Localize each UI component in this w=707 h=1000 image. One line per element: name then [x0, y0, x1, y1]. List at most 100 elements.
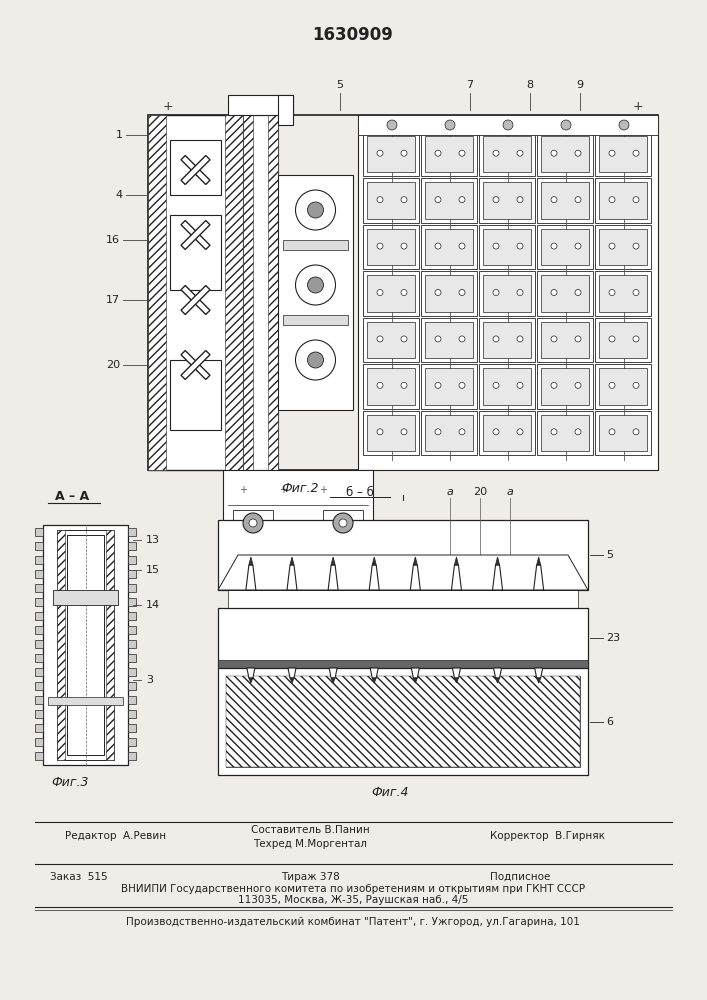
Circle shape — [401, 290, 407, 296]
Bar — [425, 322, 473, 358]
Circle shape — [401, 150, 407, 156]
Circle shape — [459, 429, 465, 435]
Text: Корректор  В.Гирняк: Корректор В.Гирняк — [490, 831, 605, 841]
Circle shape — [493, 336, 499, 342]
Circle shape — [633, 382, 639, 388]
Circle shape — [551, 290, 557, 296]
Polygon shape — [411, 668, 419, 678]
Bar — [243, 115, 278, 470]
Circle shape — [609, 336, 615, 342]
Bar — [243, 115, 253, 470]
Bar — [35, 570, 43, 578]
Bar — [170, 360, 221, 430]
Bar — [425, 275, 473, 312]
Bar — [148, 115, 658, 470]
Polygon shape — [181, 221, 210, 249]
Polygon shape — [534, 668, 543, 678]
Text: 7: 7 — [467, 80, 474, 90]
Text: Редактор  А.Ревин: Редактор А.Ревин — [65, 831, 166, 841]
Circle shape — [296, 265, 336, 305]
Bar — [363, 225, 419, 269]
Polygon shape — [370, 668, 378, 678]
Text: 16: 16 — [106, 235, 120, 245]
Bar — [128, 752, 136, 760]
Bar — [35, 612, 43, 620]
Bar — [483, 368, 531, 405]
Polygon shape — [372, 557, 376, 565]
Bar — [57, 530, 114, 760]
Bar — [367, 368, 415, 405]
Bar — [128, 696, 136, 704]
Bar — [421, 364, 477, 409]
Text: Фиг.2: Фиг.2 — [281, 482, 319, 494]
Circle shape — [459, 290, 465, 296]
Text: 20: 20 — [473, 487, 487, 497]
Circle shape — [493, 290, 499, 296]
Circle shape — [575, 336, 581, 342]
Circle shape — [296, 190, 336, 230]
Polygon shape — [369, 565, 379, 590]
Bar — [595, 364, 651, 409]
Bar — [367, 322, 415, 358]
Bar — [223, 470, 373, 540]
Bar — [421, 271, 477, 316]
Bar — [599, 182, 647, 219]
Circle shape — [551, 336, 557, 342]
Circle shape — [493, 197, 499, 203]
Bar — [226, 676, 580, 767]
Text: 1630909: 1630909 — [312, 26, 393, 44]
Circle shape — [435, 336, 441, 342]
Circle shape — [551, 197, 557, 203]
Circle shape — [435, 197, 441, 203]
Bar — [128, 598, 136, 606]
Circle shape — [517, 336, 523, 342]
Bar — [35, 752, 43, 760]
Polygon shape — [455, 678, 458, 683]
Bar — [595, 318, 651, 362]
Circle shape — [609, 243, 615, 249]
Bar — [537, 271, 593, 316]
Bar — [599, 415, 647, 451]
Bar — [35, 696, 43, 704]
Bar — [541, 415, 589, 451]
Bar — [541, 182, 589, 219]
Bar — [479, 318, 535, 362]
Polygon shape — [534, 565, 544, 590]
Text: a: a — [447, 487, 453, 497]
Bar — [170, 215, 221, 290]
Polygon shape — [410, 565, 421, 590]
Bar — [228, 590, 578, 608]
Bar — [148, 115, 243, 470]
Bar — [278, 95, 293, 125]
Bar — [57, 530, 65, 760]
Circle shape — [445, 120, 455, 130]
Polygon shape — [372, 678, 376, 683]
Bar — [425, 229, 473, 265]
Text: Техред М.Моргентал: Техред М.Моргентал — [253, 839, 367, 849]
Bar — [35, 598, 43, 606]
Text: 5: 5 — [606, 550, 613, 560]
Polygon shape — [331, 678, 335, 683]
Circle shape — [339, 519, 347, 527]
Text: 6: 6 — [606, 717, 613, 727]
Bar — [128, 654, 136, 662]
Bar — [425, 415, 473, 451]
Circle shape — [633, 429, 639, 435]
Bar — [367, 275, 415, 312]
Circle shape — [459, 336, 465, 342]
Bar — [421, 178, 477, 223]
Text: 17: 17 — [106, 295, 120, 305]
Polygon shape — [249, 557, 253, 565]
Text: +: + — [319, 485, 327, 495]
Bar — [35, 682, 43, 690]
Bar — [35, 654, 43, 662]
Polygon shape — [181, 156, 210, 184]
Circle shape — [459, 243, 465, 249]
Bar — [599, 229, 647, 265]
Bar — [218, 608, 588, 668]
Circle shape — [377, 336, 383, 342]
Bar — [226, 676, 580, 767]
Text: +: + — [239, 485, 247, 495]
Circle shape — [459, 382, 465, 388]
Bar — [218, 520, 588, 590]
